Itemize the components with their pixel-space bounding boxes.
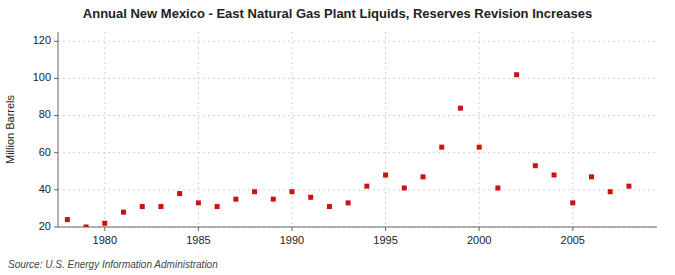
x-tick-label: 2005 [561,234,585,246]
x-grid-line [291,32,292,227]
x-tick-label: 1985 [186,234,210,246]
x-tick [291,227,292,231]
x-tick-label: 2000 [467,234,491,246]
x-tick [479,227,480,231]
point [495,186,500,191]
grid [58,32,657,227]
x-tick-label: 1990 [280,234,304,246]
y-tick [54,227,58,228]
y-grid-line [58,227,657,228]
point [196,200,201,205]
y-grid-line [58,41,657,42]
point [271,197,276,202]
x-axis-line [58,227,657,228]
point [514,72,519,77]
point [102,221,107,226]
point [552,173,557,178]
y-axis-label: Million Barrels [4,94,16,164]
y-tick-label: 120 [33,34,51,46]
x-tick [198,227,199,231]
point [233,197,238,202]
point [589,174,594,179]
y-grid-line [58,78,657,79]
x-grid-line [385,32,386,227]
point [421,174,426,179]
point [570,200,575,205]
point [458,106,463,111]
point [308,195,313,200]
point [327,204,332,209]
point [140,204,145,209]
point [626,184,631,189]
title: Annual New Mexico - East Natural Gas Pla… [83,6,592,21]
point [608,189,613,194]
point [84,225,89,228]
y-tick-label: 60 [39,146,51,158]
point [158,204,163,209]
y-tick [54,78,58,79]
points [65,72,632,227]
y-grid-line [58,115,657,116]
point [533,163,538,168]
y-tick-label: 80 [39,108,51,120]
y-tick [54,152,58,153]
x-tick-label: 1995 [373,234,397,246]
y-tick [54,189,58,190]
point [252,189,257,194]
point [364,184,369,189]
x-grid-line [198,32,199,227]
x-tick [572,227,573,231]
y-tick-label: 100 [33,71,51,83]
point [177,191,182,196]
point [477,145,482,150]
y-tick-label: 40 [39,183,51,195]
x-grid-line [572,32,573,227]
x-grid-line [479,32,480,227]
x-grid-line [104,32,105,227]
point [402,186,407,191]
x-tick-label: 1980 [93,234,117,246]
point [65,217,70,222]
point [289,189,294,194]
point [121,210,126,215]
point [346,200,351,205]
y-tick-label: 20 [39,220,51,232]
chart: 20 40 60 80 100 120 1980 1985 1990 1995 2000 2005 An… [0,0,675,275]
point [383,173,388,178]
x-tick [104,227,105,231]
x-tick [385,227,386,231]
y-tick [54,115,58,116]
source-annotation: Source: U.S. Energy Information Administ… [8,259,218,270]
point [215,204,220,209]
y-grid-line [58,152,657,153]
point [439,145,444,150]
y-axis-line [58,32,59,227]
y-grid-line [58,189,657,190]
y-tick [54,41,58,42]
